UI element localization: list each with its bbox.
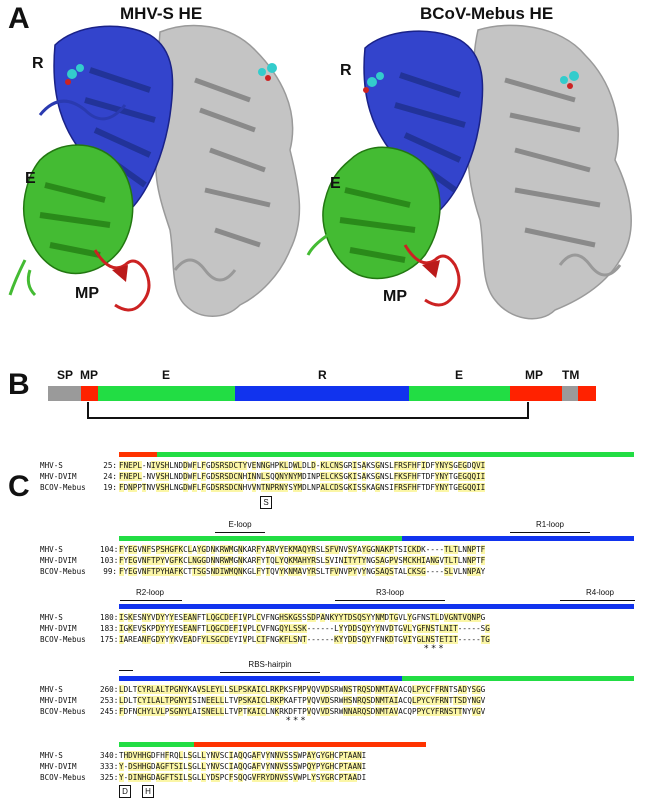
segment-mp-1 <box>81 386 98 401</box>
seg-label-tm: TM <box>562 368 580 382</box>
green-e-domain-left <box>23 144 134 275</box>
conserved-stars: * * * <box>286 716 306 726</box>
blue-r-domain-left <box>53 25 174 211</box>
loop-label-r4: R4-loop <box>585 588 614 597</box>
seg-label-e-2: E <box>455 368 464 382</box>
segment-e-2 <box>409 386 510 401</box>
panel-a-label: A <box>8 2 30 35</box>
conserved-stars: * * * <box>424 644 444 654</box>
mhv-structure <box>8 24 301 317</box>
alignment-block-3: R2-loop R3-loop R4-loop MHV-S 180: ISKESNY… <box>40 588 640 654</box>
blue-r-domain-right <box>363 30 484 211</box>
alignment-block-2: E-loop R1-loop MHV-S 104: FYEGVNFSPSHGFKCL… <box>40 520 640 580</box>
loop-label-r1: R1-loop <box>535 520 564 529</box>
segment-mp-2 <box>510 386 562 401</box>
label-e-left: E <box>25 170 36 187</box>
panel-c-label: C <box>8 470 30 503</box>
segment-r <box>235 386 409 401</box>
loop-label-r2: R2-loop <box>135 588 164 597</box>
segment-tm <box>562 386 578 401</box>
label-r-left: R <box>32 55 44 72</box>
label-e-right: E <box>330 175 341 192</box>
box-h: H <box>142 785 154 798</box>
alignment-block-5: MHV-S 340: THDVHHGDFHFRQLLSGLLYNVSCIAQQGAF… <box>40 742 640 800</box>
protein-structure-figure <box>8 24 632 320</box>
panel-b-label: B <box>8 368 30 401</box>
segment-tail <box>578 386 596 401</box>
label-mp-right: MP <box>383 288 407 305</box>
red-mp-domain-left <box>93 249 151 312</box>
disulfide-bracket <box>87 402 529 419</box>
alignment-block-1: MHV-S 25: FNEPL-NIVSHLNDDWFLFGDSRSDCTYVENN… <box>40 452 640 512</box>
grey-monomer-left <box>155 24 301 317</box>
green-e-domain-right <box>322 146 441 280</box>
loop-label-r3: R3-loop <box>375 588 404 597</box>
label-mp-left: MP <box>75 285 99 302</box>
label-r-right: R <box>340 62 352 79</box>
loop-label-e: E-loop <box>228 520 252 529</box>
seg-label-mp-1: MP <box>80 368 98 382</box>
bcov-structure <box>306 24 632 320</box>
box-s: S <box>260 496 272 509</box>
loop-label-rbs-hairpin: RBS-hairpin <box>248 660 292 669</box>
segment-e-1 <box>98 386 235 401</box>
seg-label-e-1: E <box>162 368 171 382</box>
red-mp-domain-right <box>403 244 461 307</box>
seg-label-sp: SP <box>57 368 74 382</box>
title-mhv-s-he: MHV-S HE <box>120 4 203 23</box>
alignment-block-4: RBS-hairpin MHV-S 260: LDLTCYRLALTPGNYKAVS… <box>40 660 640 726</box>
box-d: D <box>119 785 131 798</box>
segment-sp <box>48 386 81 401</box>
seg-label-mp-2: MP <box>525 368 543 382</box>
seg-label-r: R <box>318 368 327 382</box>
title-bcov-mebus-he: BCoV-Mebus HE <box>420 4 554 23</box>
